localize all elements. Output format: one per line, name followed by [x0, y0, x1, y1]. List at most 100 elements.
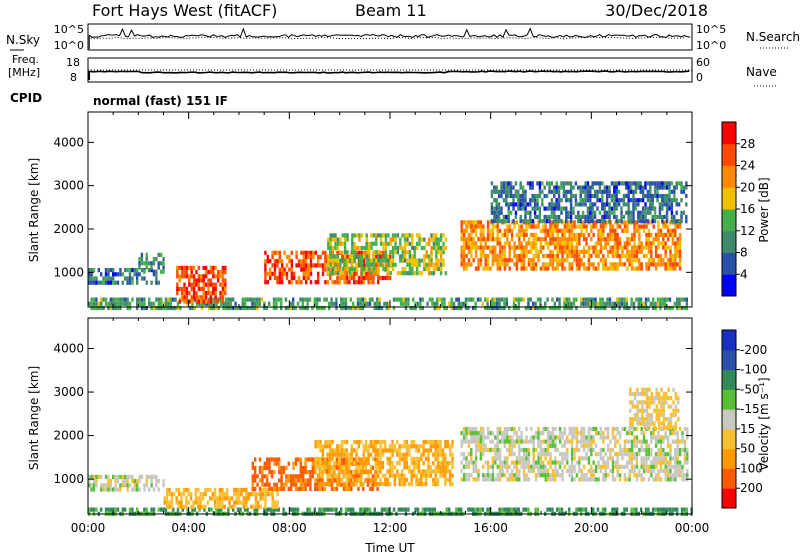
- echo-cell-region-2: [194, 487, 198, 493]
- echo-cell-region-7: [495, 210, 498, 215]
- echo-cell-region-6: [575, 249, 579, 254]
- echo-cell-region-6: [462, 262, 466, 267]
- echo-cell-region-6: [616, 262, 619, 267]
- echo-cell-region-6: [633, 412, 637, 418]
- echo-cell-region-5: [614, 443, 617, 448]
- echo-cell-region-7: [505, 193, 508, 199]
- echo-cell-region-0: [289, 301, 292, 306]
- echo-cell-region-1: [114, 487, 117, 492]
- echo-cell-region-1: [126, 280, 129, 285]
- echo-cell-region-3: [347, 486, 350, 491]
- echo-cell-region-0: [323, 507, 326, 512]
- echo-cell-region-5: [415, 271, 419, 276]
- echo-cell-region-6: [650, 232, 653, 238]
- echo-cell-region-7: [574, 193, 578, 199]
- echo-cell-region-3: [214, 265, 217, 270]
- echo-cell-region-6: [573, 237, 576, 242]
- echo-cell-region-6: [590, 245, 593, 250]
- echo-cell-region-6: [597, 228, 600, 233]
- echo-cell-region-5: [513, 426, 516, 432]
- echo-cell-region-4: [343, 465, 346, 470]
- echo-cell-region-6: [513, 249, 516, 254]
- echo-cell-region-5: [520, 460, 523, 465]
- echo-cell-region-5: [501, 468, 504, 474]
- echo-cell-region-1: [143, 276, 146, 281]
- echo-cell-region-3: [280, 474, 283, 479]
- echo-cell-region-1: [128, 272, 132, 277]
- echo-cell-region-4: [381, 482, 385, 487]
- echo-cell-region-5: [587, 426, 591, 432]
- echo-cell-region-0: [196, 301, 199, 306]
- echo-cell-region-5: [389, 262, 392, 267]
- echo-cell-region-5: [638, 452, 641, 457]
- echo-cell-region-6: [674, 249, 677, 254]
- echo-cell-region-6: [522, 237, 526, 242]
- echo-cell-region-5: [683, 443, 687, 448]
- echo-cell-region-5: [399, 271, 402, 276]
- echo-cell-region-5: [659, 443, 663, 448]
- echo-cell-region-5: [563, 456, 567, 461]
- echo-cell-region-0: [421, 305, 424, 311]
- echo-cell-region-5: [510, 435, 514, 440]
- echo-cell-region-0: [616, 507, 619, 512]
- echo-cell-region-5: [604, 468, 607, 474]
- echo-cell-region-4: [439, 452, 442, 457]
- echo-cell-region-3: [254, 470, 257, 475]
- echo-cell-region-0: [472, 507, 475, 512]
- echo-cell-region-4: [424, 448, 428, 453]
- echo-cell-region-5: [486, 473, 490, 478]
- echo-cell-region-1: [119, 268, 122, 273]
- echo-cell-region-6: [465, 220, 468, 225]
- echo-cell-region-5: [623, 473, 627, 478]
- echo-cell-region-5: [510, 439, 514, 444]
- echo-cell-region-6: [558, 245, 562, 250]
- echo-cell-region-7: [675, 198, 678, 203]
- echo-cell-region-0: [145, 507, 148, 512]
- echo-cell-region-5: [666, 443, 670, 448]
- echo-cell-region-0: [536, 305, 540, 311]
- echo-cell-region-0: [524, 305, 528, 311]
- echo-cell-region-0: [268, 507, 271, 512]
- echo-cell-region-7: [601, 214, 604, 220]
- echo-cell-region-5: [415, 266, 419, 272]
- echo-cell-region-7: [591, 185, 594, 190]
- echo-cell-region-6: [515, 258, 519, 263]
- echo-cell-region-6: [626, 245, 629, 250]
- echo-cell-region-0: [666, 305, 669, 311]
- echo-cell-region-5: [642, 464, 646, 469]
- echo-cell-region-6: [486, 237, 490, 242]
- echo-cell-region-5: [427, 258, 431, 263]
- echo-cell-region-7: [524, 202, 527, 207]
- echo-cell-region-7: [617, 181, 621, 186]
- echo-cell-region-2: [257, 504, 260, 509]
- echo-cell-region-5: [403, 241, 407, 246]
- echo-cell-region-2: [271, 496, 274, 501]
- echo-cell-region-5: [351, 262, 354, 267]
- echo-cell-region-6: [470, 241, 473, 246]
- echo-cell-region-4: [338, 280, 341, 285]
- echo-cell-region-2: [228, 496, 231, 501]
- echo-cell-region-7: [605, 210, 609, 215]
- echo-cell-region-4: [427, 465, 430, 470]
- echo-cell-region-5: [444, 245, 448, 251]
- echo-cell-region-5: [616, 464, 619, 469]
- echo-cell-region-5: [575, 443, 579, 448]
- echo-cell-region-3: [183, 286, 186, 291]
- echo-cell-region-3: [294, 482, 298, 487]
- echo-cell-region-5: [525, 439, 528, 444]
- echo-cell-region-7: [663, 193, 666, 199]
- echo-cell-region-1: [157, 487, 160, 492]
- echo-cell-region-2: [237, 492, 241, 497]
- echo-cell-region-7: [668, 193, 671, 199]
- echo-cell-region-5: [623, 439, 627, 444]
- echo-cell-region-0: [642, 305, 645, 311]
- echo-cell-region-0: [584, 301, 588, 306]
- echo-cell-region-3: [273, 482, 276, 487]
- echo-cell-region-1: [109, 268, 112, 273]
- echo-cell-region-4: [367, 469, 370, 474]
- echo-cell-region-4: [372, 448, 375, 453]
- echo-cell-region-6: [556, 262, 559, 267]
- echo-cell-region-2: [177, 487, 181, 493]
- echo-cell-region-5: [666, 473, 670, 478]
- echo-cell-region-1: [136, 276, 139, 281]
